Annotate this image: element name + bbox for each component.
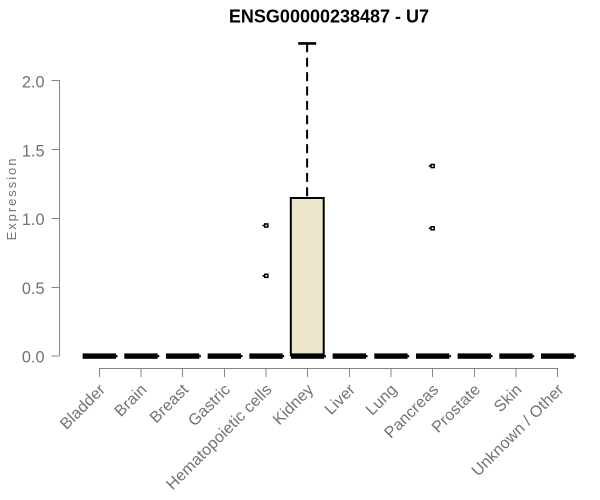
svg-text:Skin: Skin [491, 381, 525, 415]
svg-text:Breast: Breast [147, 381, 193, 427]
svg-text:Expression: Expression [4, 157, 19, 241]
svg-text:Brain: Brain [112, 381, 151, 420]
svg-text:2.0: 2.0 [22, 74, 45, 92]
svg-text:Bladder: Bladder [57, 381, 109, 433]
svg-text:Lung: Lung [363, 381, 401, 419]
svg-text:Liver: Liver [322, 381, 359, 418]
svg-text:1.5: 1.5 [22, 142, 45, 160]
svg-text:1.0: 1.0 [22, 211, 45, 229]
svg-text:ENSG00000238487 - U7: ENSG00000238487 - U7 [229, 7, 429, 27]
svg-text:Kidney: Kidney [270, 381, 317, 428]
svg-text:0.5: 0.5 [22, 280, 45, 298]
svg-text:0.0: 0.0 [22, 349, 45, 367]
